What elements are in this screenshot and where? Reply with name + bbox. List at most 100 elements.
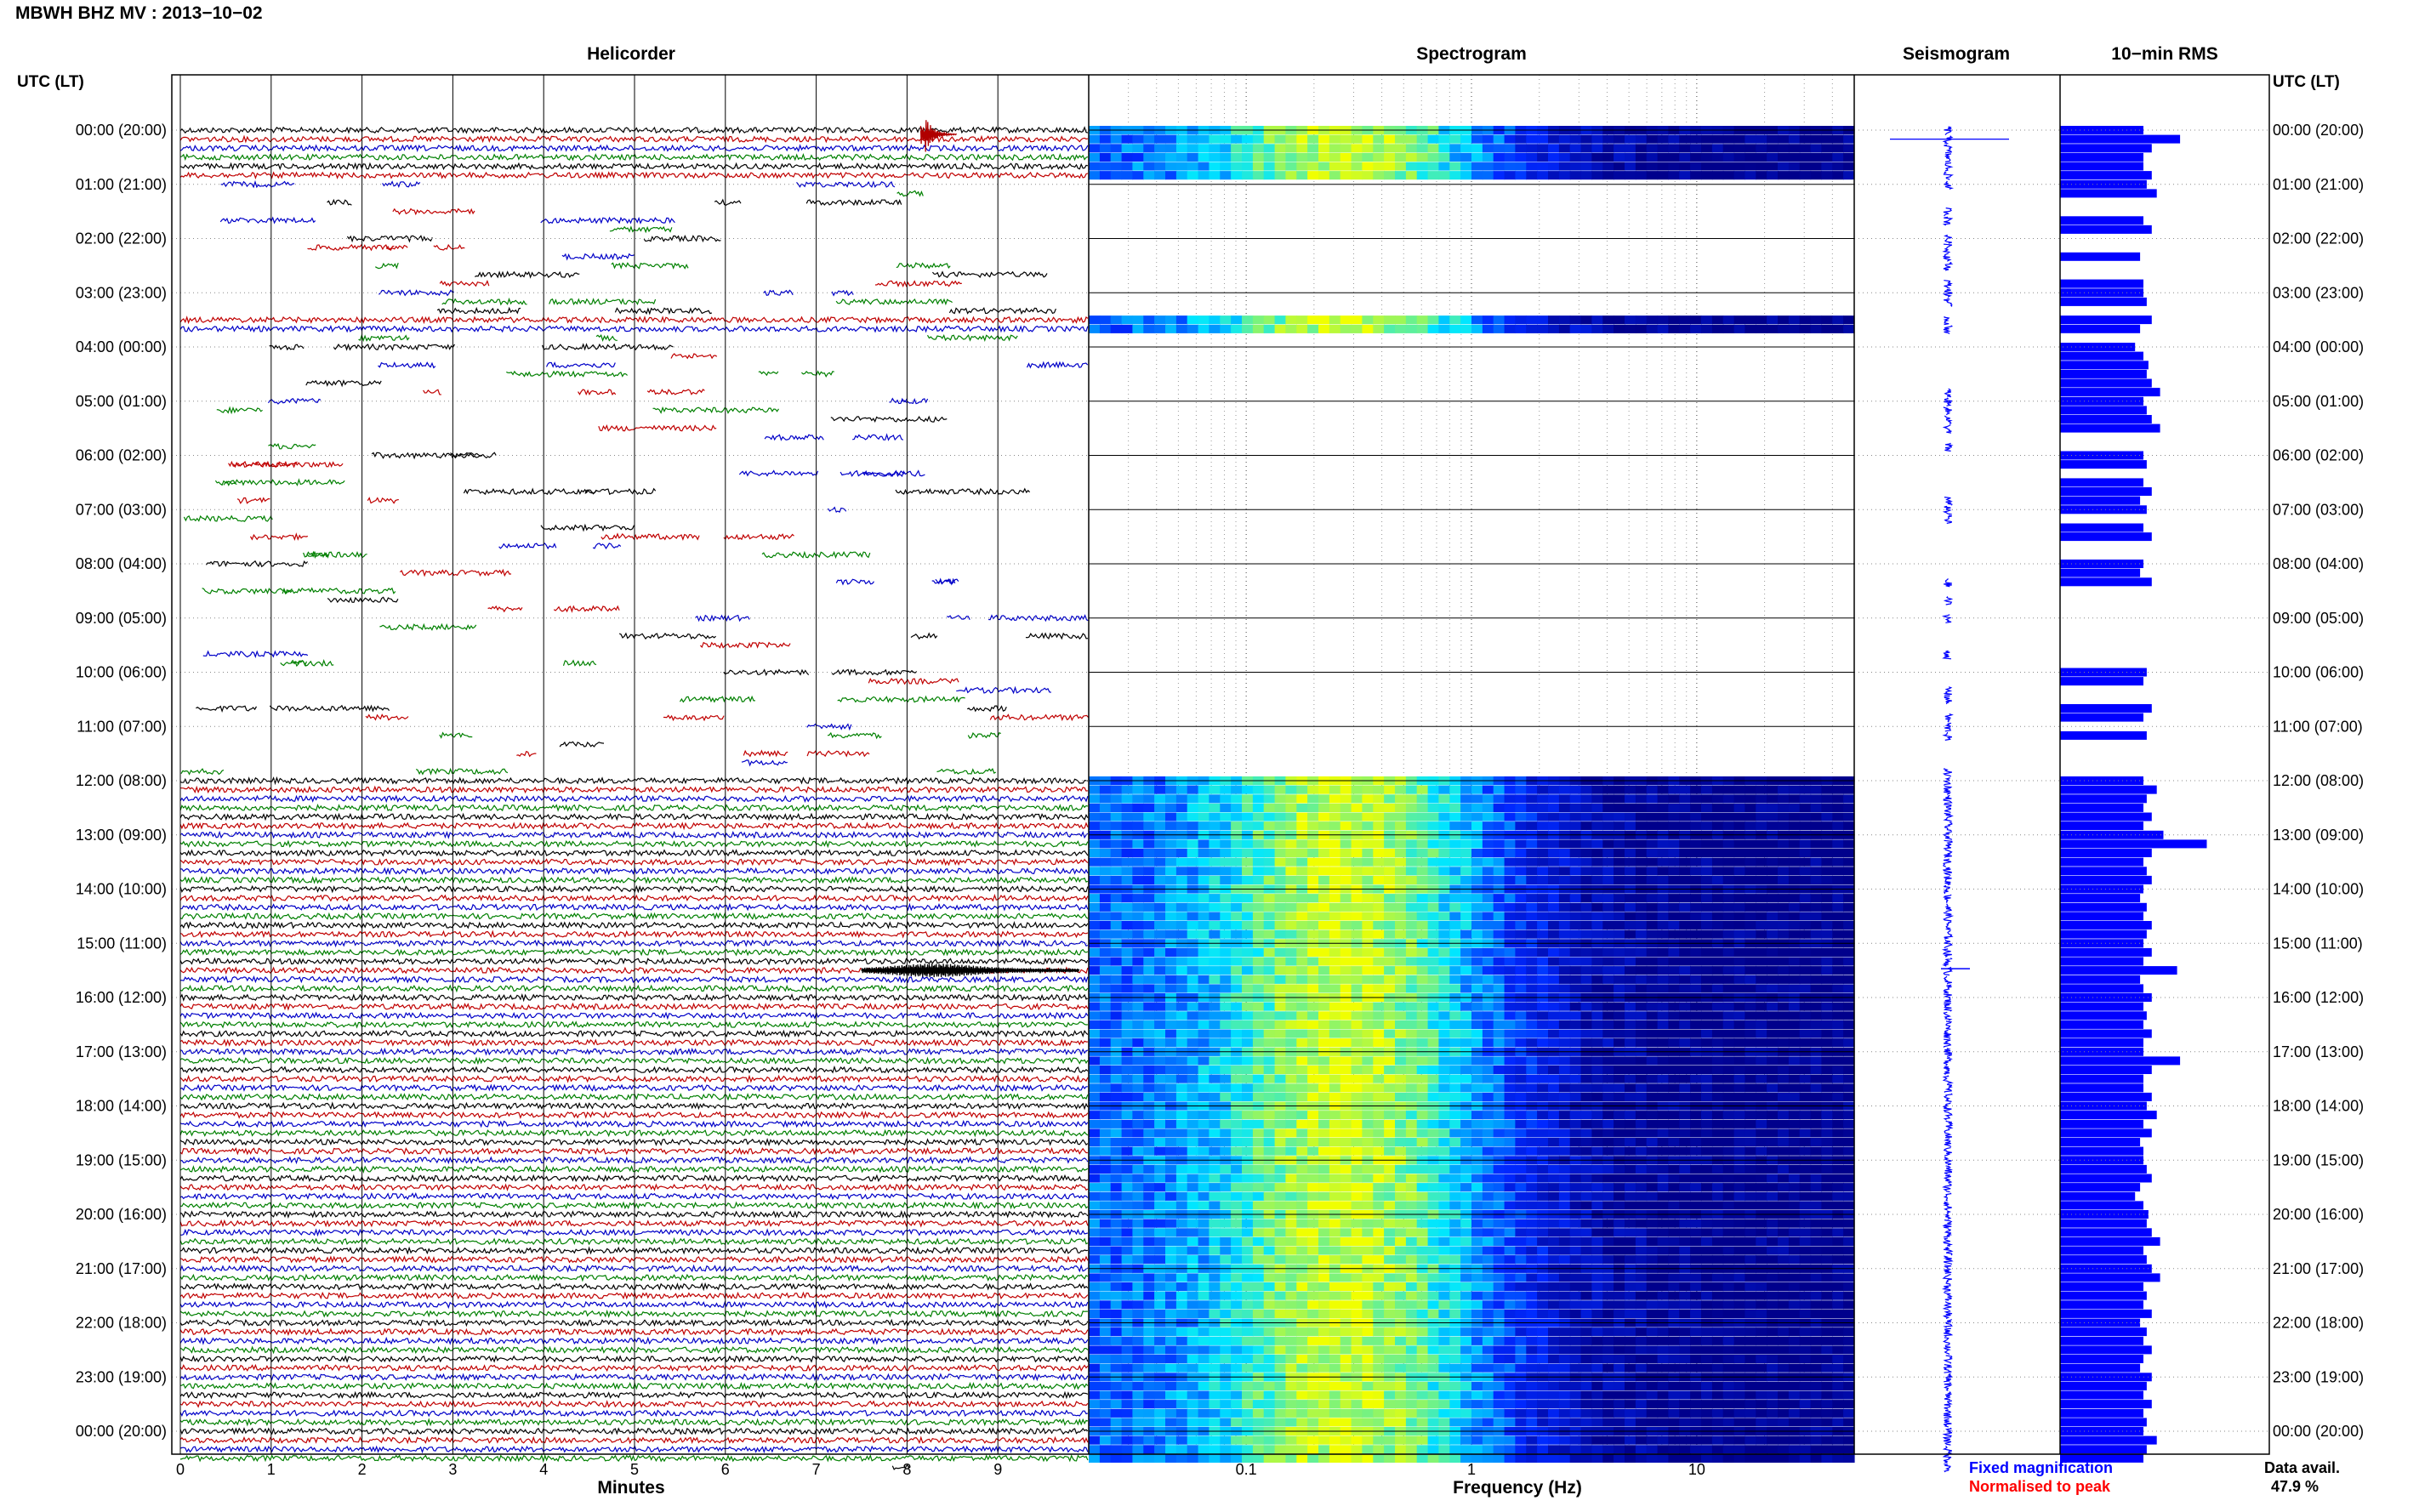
spectrogram-cell [1591,1183,1603,1192]
spectrogram-cell [1449,957,1461,966]
spectrogram-cell [1756,1183,1767,1192]
spectrogram-cell [1668,785,1680,794]
spectrogram-cell [1778,875,1790,884]
spectrogram-cell [1307,849,1319,858]
helicorder-trace [679,695,755,703]
spectrogram-cell [1778,1029,1790,1038]
spectrogram-cell [1493,867,1505,876]
spectrogram-cell [1099,894,1112,903]
spectrogram-cell [1602,1056,1614,1066]
spectrogram-cell [1121,1138,1134,1147]
helicorder-trace [179,1002,1089,1011]
spectrogram-cell [1362,821,1374,831]
spectrogram-cell [1175,1236,1188,1246]
spectrogram-cell [1449,1128,1461,1138]
spectrogram-cell [1165,152,1177,162]
spectrogram-cell [1690,957,1702,966]
spectrogram-cell [1569,1236,1582,1246]
spectrogram-cell [1711,1255,1724,1265]
spectrogram-cell [1668,1011,1680,1020]
spectrogram-cell [1471,857,1483,867]
helicorder-trace [220,179,295,189]
spectrogram-cell [1143,929,1155,939]
spectrogram-cell [1154,1228,1166,1237]
spectrogram-cell [1711,1164,1724,1174]
spectrogram-cell [1580,152,1593,162]
spectrogram-cell [1471,171,1483,180]
spectrogram-cell [1548,812,1560,821]
spectrogram-cell [1537,875,1549,884]
spectrogram-cell [1843,162,1855,171]
spectrogram-cell [1089,324,1101,333]
spectrogram-cell [1767,867,1779,876]
spectrogram-cell [1099,857,1112,867]
spectrogram-cell [1416,1236,1429,1246]
spectrogram-cell [1482,921,1494,930]
spectrogram-cell [1493,929,1505,939]
spectrogram-cell [1089,849,1101,858]
spectrogram-cell [1810,162,1823,171]
spectrogram-cell [1351,315,1363,325]
spectrogram-cell [1175,984,1188,993]
spectrogram-cell [1810,849,1823,858]
spectrogram-cell [1657,857,1670,867]
spectrogram-cell [1416,821,1429,831]
spectrogram-cell [1493,1300,1505,1310]
spectrogram-cell [1482,324,1494,333]
spectrogram-cell [1296,1282,1308,1292]
spectrogram-cell [1548,821,1560,831]
spectrogram-cell [1821,975,1833,984]
spectrogram-cell [1384,1273,1396,1282]
spectrogram-cell [1438,785,1450,794]
helicorder-trace [179,1400,1089,1408]
spectrogram-cell [1493,1282,1505,1292]
spectrogram-cell [1099,1111,1112,1120]
spectrogram-cell [1558,1291,1571,1300]
spectrogram-cell [1132,966,1144,975]
spectrogram-cell [1373,1282,1385,1292]
spectrogram-cell [1209,1201,1221,1210]
spectrogram-cell [1537,171,1549,180]
spectrogram-cell [1471,1255,1483,1265]
spectrogram-cell [1285,794,1297,804]
helicorder-trace [180,867,1089,876]
spectrogram-cell [1449,1183,1461,1192]
spectrogram-cell [1832,1128,1844,1138]
spectrogram-cell [1788,821,1801,831]
spectrogram-cell [1614,1236,1625,1246]
spectrogram-cell [1187,803,1199,812]
spectrogram-cell [1362,1201,1374,1210]
spectrogram-cell [1329,1119,1341,1128]
spectrogram-cell [1756,1282,1767,1292]
spectrogram-cell [1504,1020,1517,1029]
spectrogram-cell [1471,1201,1483,1210]
helicorder-trace [202,587,293,595]
spectrogram-cell [1504,1119,1517,1128]
spectrogram-cell [1427,1083,1440,1093]
spectrogram-cell [1690,1020,1702,1029]
spectrogram-cell [1438,1191,1450,1201]
spectrogram-cell [1788,324,1801,333]
spectrogram-cell [1646,1219,1659,1228]
spectrogram-cell [1821,1038,1833,1048]
spectrogram-cell [1209,315,1221,325]
spectrogram-cell [1471,1092,1483,1101]
spectrogram-cell [1548,1282,1560,1292]
spectrogram-cell [1625,902,1636,912]
spectrogram-cell [1821,821,1833,831]
spectrogram-cell [1591,867,1603,876]
spectrogram-cell [1832,315,1844,325]
spectrogram-cell [1504,812,1517,821]
spectrogram-cell [1745,1119,1756,1128]
spectrogram-cell [1340,812,1352,821]
spectrogram-cell [1252,1066,1265,1075]
spectrogram-cell [1756,821,1767,831]
spectrogram-cell [1614,849,1625,858]
spectrogram-cell [1318,1029,1330,1038]
spectrogram-cell [1591,1219,1603,1228]
spectrogram-cell [1362,1119,1374,1128]
spectrogram-cell [1821,1011,1833,1020]
spectrogram-cell [1318,957,1330,966]
helicorder-trace [385,244,408,250]
spectrogram-cell [1154,1138,1166,1147]
